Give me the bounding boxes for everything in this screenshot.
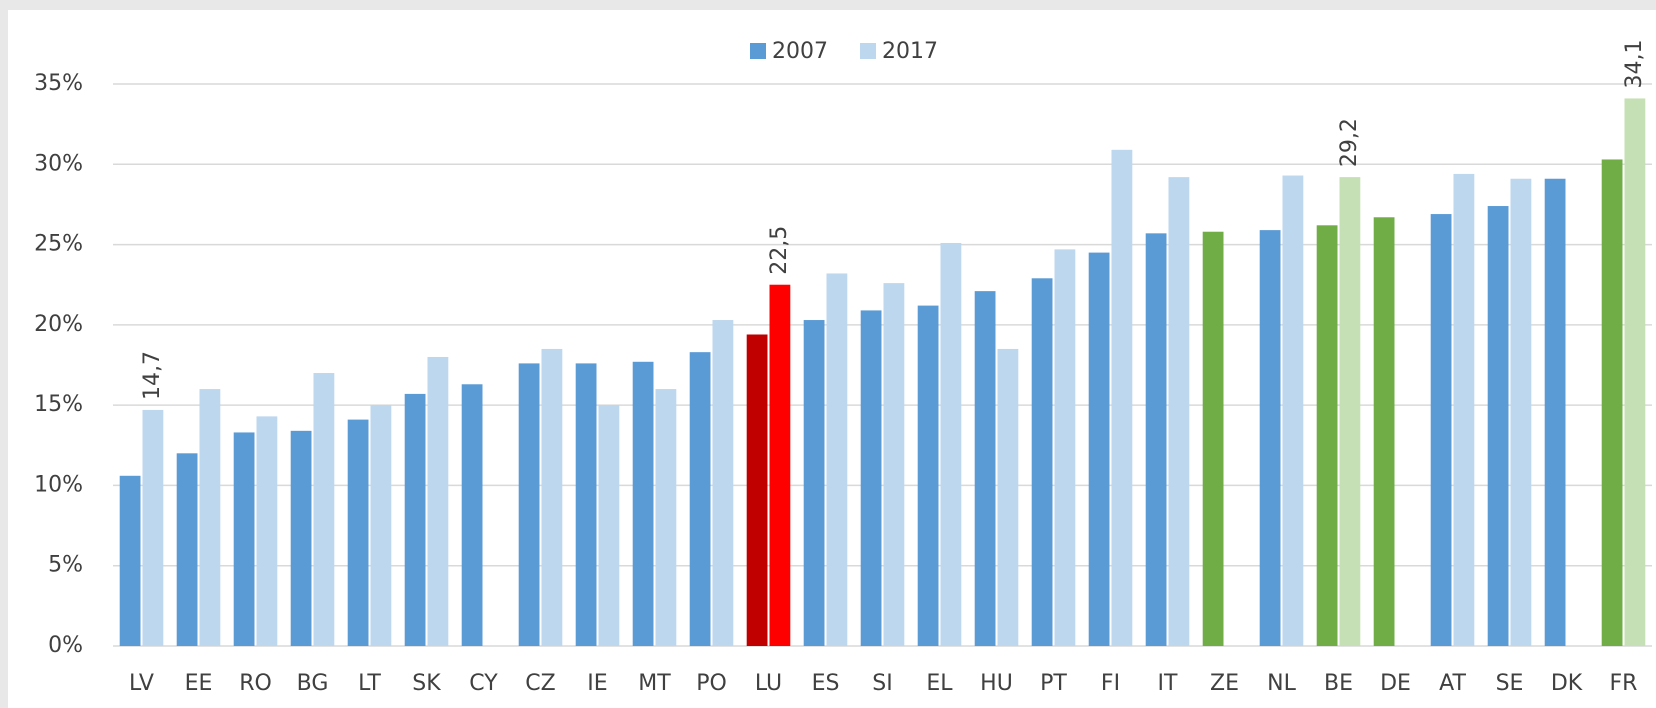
bar — [518, 363, 540, 646]
y-tick-label: 20% — [34, 312, 83, 337]
x-tick-label: AT — [1439, 671, 1466, 696]
bar — [917, 305, 939, 646]
x-tick-label: NL — [1267, 671, 1296, 696]
bar — [427, 356, 449, 646]
x-tick-label: BG — [297, 671, 329, 696]
x-tick-label: EL — [926, 671, 953, 696]
y-tick-label: 5% — [48, 553, 83, 578]
bar — [974, 291, 996, 646]
bar — [290, 430, 312, 646]
y-tick-label: 15% — [34, 392, 83, 417]
x-tick-label: ES — [812, 671, 840, 696]
bar — [940, 242, 962, 647]
bar — [176, 453, 198, 646]
x-tick-label: HU — [980, 671, 1013, 696]
data-label: 14,7 — [140, 351, 165, 400]
bar — [1453, 173, 1475, 647]
bar — [1430, 214, 1452, 646]
bar — [883, 283, 905, 646]
x-tick-label: RO — [239, 671, 272, 696]
bar — [404, 393, 426, 646]
y-tick-label: 10% — [34, 472, 83, 497]
x-tick-label: PT — [1040, 671, 1067, 696]
x-tick-label: SE — [1496, 671, 1524, 696]
x-tick-label: CZ — [525, 671, 555, 696]
x-tick-label: EE — [185, 671, 213, 696]
bar — [803, 320, 825, 646]
x-tick-label: DK — [1551, 671, 1583, 696]
bar — [461, 384, 483, 646]
bar — [632, 361, 654, 646]
legend-label: 2017 — [882, 39, 938, 64]
bar — [769, 284, 791, 646]
bar — [712, 320, 734, 646]
bar — [1145, 233, 1167, 646]
data-label: 22,5 — [767, 226, 792, 275]
bar — [233, 432, 255, 646]
bar — [1031, 278, 1053, 646]
bar — [1259, 230, 1281, 646]
bar — [370, 405, 392, 646]
legend-swatch — [750, 43, 766, 59]
x-tick-label: FR — [1610, 671, 1638, 696]
bar — [256, 416, 278, 646]
bar — [1282, 175, 1304, 647]
x-tick-label: BE — [1324, 671, 1353, 696]
bar — [689, 352, 711, 646]
x-tick-label: LT — [358, 671, 381, 696]
bar — [1601, 159, 1623, 646]
x-tick-label: ZE — [1210, 671, 1239, 696]
y-tick-label: 30% — [34, 151, 83, 176]
data-label: 34,1 — [1622, 39, 1647, 88]
x-tick-label: IT — [1158, 671, 1178, 696]
x-tick-label: FI — [1101, 671, 1120, 696]
bar — [1202, 231, 1224, 646]
bar — [1487, 206, 1509, 646]
x-tick-label: PO — [696, 671, 727, 696]
bar — [826, 273, 848, 646]
bar — [1624, 98, 1646, 647]
y-tick-label: 0% — [48, 633, 83, 658]
bar — [1510, 178, 1532, 647]
bar — [347, 419, 369, 646]
legend-swatch — [860, 43, 876, 59]
x-tick-label: IE — [587, 671, 607, 696]
x-tick-label: SK — [412, 671, 441, 696]
x-tick-label: LV — [129, 671, 154, 696]
bar — [575, 363, 597, 646]
x-tick-label: SI — [872, 671, 892, 696]
bar — [1339, 177, 1361, 647]
bar — [1373, 217, 1395, 646]
bar — [1168, 177, 1190, 647]
bar — [119, 475, 141, 646]
bar — [655, 389, 677, 646]
bar — [598, 405, 620, 646]
x-tick-label: LU — [755, 671, 782, 696]
x-tick-label: DE — [1380, 671, 1411, 696]
bar — [1054, 249, 1076, 647]
x-tick-label: MT — [638, 671, 671, 696]
data-label: 29,2 — [1337, 118, 1362, 167]
bar — [313, 373, 335, 646]
y-tick-label: 25% — [34, 232, 83, 257]
y-tick-label: 35% — [34, 71, 83, 96]
bar — [142, 409, 164, 646]
bar — [746, 334, 768, 646]
bar — [541, 348, 563, 646]
bar — [860, 310, 882, 646]
bar — [1088, 252, 1110, 646]
bar — [1544, 178, 1566, 647]
bar — [997, 348, 1019, 646]
bar — [1316, 225, 1338, 646]
bar — [199, 389, 221, 646]
bar — [1111, 149, 1133, 646]
x-tick-label: CY — [469, 671, 498, 696]
legend-label: 2007 — [772, 39, 828, 64]
